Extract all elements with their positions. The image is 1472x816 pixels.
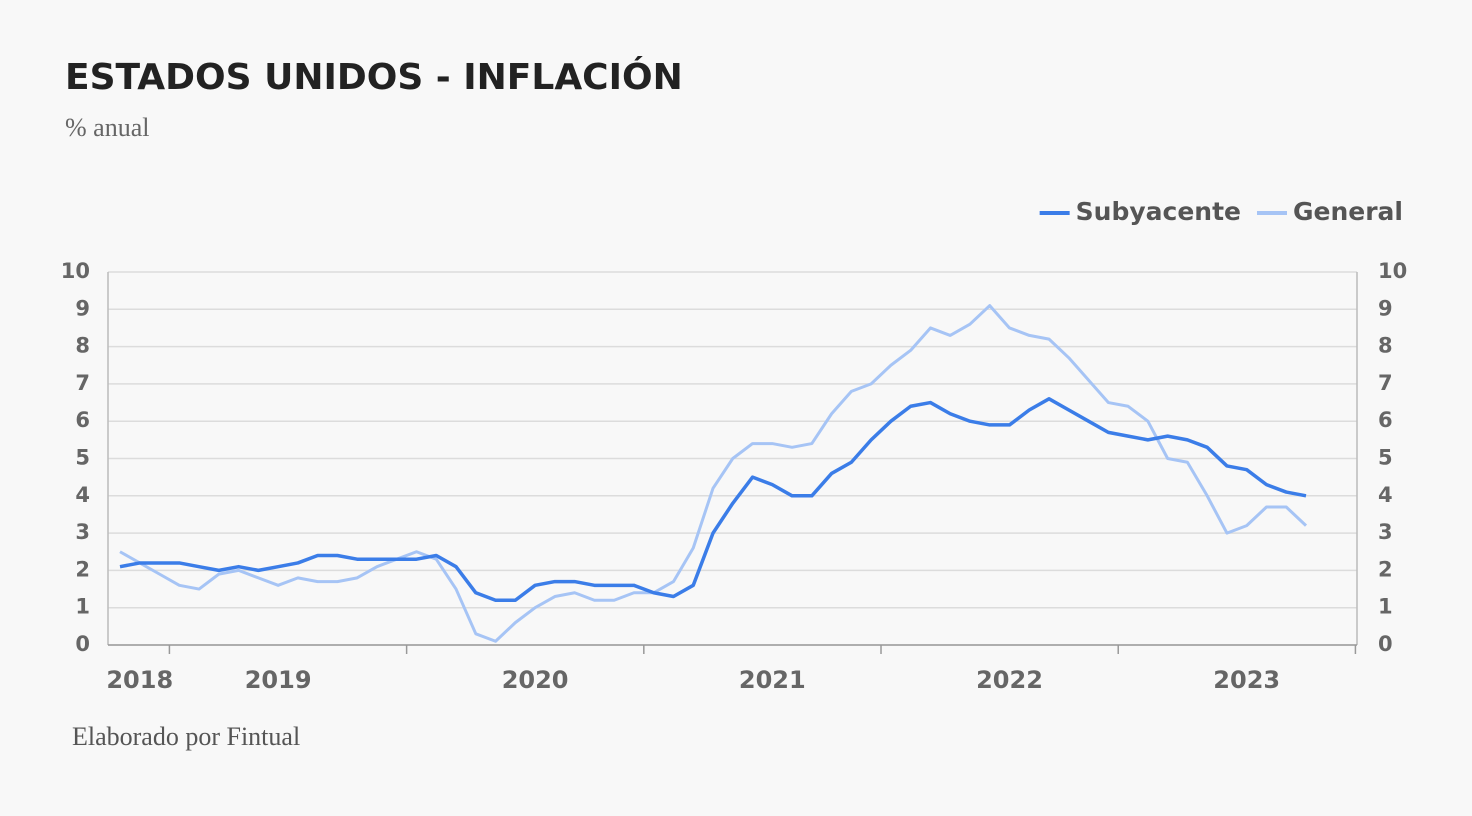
line-series [119, 397, 1307, 602]
line-series [119, 304, 1308, 643]
y2-tick-label: 1 [1378, 595, 1393, 619]
y2-tick-label: 6 [1378, 408, 1393, 432]
x-tick-label: 2018 [106, 666, 173, 694]
y-tick-label: 7 [75, 371, 90, 395]
y-tick-label: 3 [75, 520, 90, 544]
chart-subtitle: % anual [65, 113, 149, 142]
y2-tick-label: 2 [1378, 557, 1393, 581]
footer: Elaborado por Fintual [72, 722, 300, 751]
y-tick-label: 6 [75, 408, 90, 432]
y2-tick-label: 7 [1378, 371, 1393, 395]
y-tick-label: 8 [75, 334, 90, 358]
y2-tick-label: 8 [1378, 334, 1393, 358]
y-tick-label: 5 [75, 446, 90, 470]
y2-tick-label: 5 [1378, 446, 1393, 470]
legend-label: General [1293, 197, 1403, 226]
x-tick-label: 2021 [739, 666, 806, 694]
x-tick-label: 2020 [502, 666, 569, 694]
y2-tick-label: 10 [1378, 259, 1407, 283]
y2-tick-label: 9 [1378, 296, 1393, 320]
y-tick-label: 1 [75, 595, 90, 619]
y-tick-label: 0 [75, 632, 90, 656]
y-tick-label: 4 [75, 483, 90, 507]
x-tick-label: 2023 [1213, 666, 1280, 694]
y-tick-label: 2 [75, 557, 90, 581]
y-tick-label: 10 [61, 259, 90, 283]
y2-tick-label: 4 [1378, 483, 1393, 507]
y2-tick-label: 0 [1378, 632, 1393, 656]
x-tick-label: 2022 [976, 666, 1043, 694]
x-tick-label: 2019 [245, 666, 312, 694]
y-tick-label: 9 [75, 296, 90, 320]
chart-title: ESTADOS UNIDOS - INFLACIÓN [65, 56, 683, 98]
y2-tick-label: 3 [1378, 520, 1393, 544]
legend-label: Subyacente [1076, 197, 1241, 226]
